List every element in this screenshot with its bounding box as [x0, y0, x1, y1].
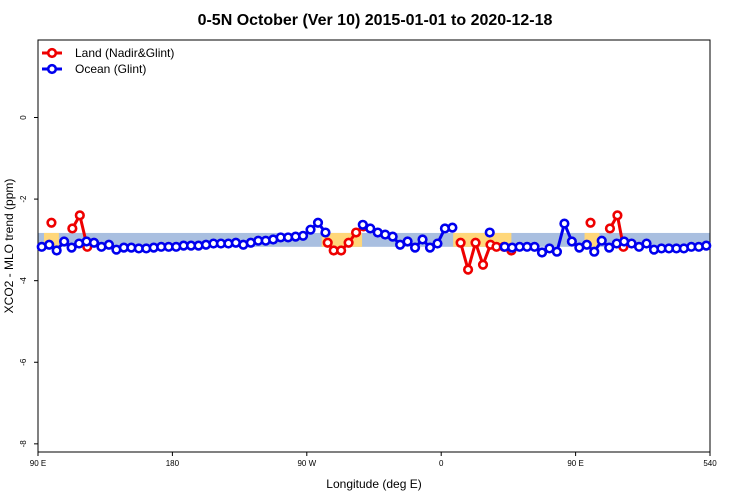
data-point: [51, 245, 62, 256]
data-point: [343, 237, 354, 248]
data-point: [581, 239, 592, 250]
x-tick-label: 90 E: [567, 459, 583, 468]
data-point: [409, 242, 421, 253]
data-point: [67, 223, 78, 234]
data-point: [312, 217, 324, 228]
data-point: [484, 227, 495, 238]
y-tick-label: -2: [19, 195, 28, 203]
data-point: [604, 223, 616, 234]
data-point: [59, 236, 70, 247]
data-point: [596, 235, 607, 246]
data-point: [305, 224, 316, 235]
data-point: [604, 242, 615, 253]
legend-marker: [46, 47, 58, 59]
data-point: [462, 264, 474, 275]
data-point: [402, 236, 413, 247]
data-point: [103, 239, 115, 250]
data-point: [701, 240, 712, 251]
data-point: [477, 259, 489, 270]
data-point: [66, 242, 77, 253]
data-point: [88, 237, 100, 248]
data-point: [447, 222, 458, 233]
data-point: [336, 245, 347, 256]
data-point: [612, 210, 623, 221]
y-tick-label: -4: [19, 277, 28, 285]
data-point: [551, 246, 563, 257]
y-axis-label: XCO2 - MLO trend (ppm): [2, 179, 16, 314]
x-tick-label: 540: [703, 459, 717, 468]
x-axis-label: Longitude (deg E): [326, 477, 421, 491]
data-point: [424, 242, 436, 253]
data-point: [536, 247, 548, 258]
data-point: [320, 227, 331, 238]
data-point: [350, 227, 362, 238]
data-point: [357, 219, 368, 230]
x-tick-label: 0: [439, 459, 444, 468]
data-point: [365, 223, 376, 234]
data-point: [455, 237, 466, 248]
y-tick-label: -6: [19, 358, 28, 366]
data-point: [74, 210, 85, 221]
data-point: [432, 238, 443, 249]
y-tick-label: 0: [19, 115, 28, 120]
data-point: [46, 217, 57, 228]
x-tick-label: 90 E: [30, 459, 46, 468]
legend-label: Land (Nadir&Glint): [75, 46, 174, 60]
data-point: [566, 236, 577, 247]
legend-marker: [46, 63, 58, 75]
data-point: [641, 238, 652, 249]
x-tick-label: 180: [166, 459, 180, 468]
y-tick-label: -8: [19, 440, 28, 448]
data-point: [585, 217, 596, 228]
data-point: [529, 241, 540, 252]
chart-title: 0-5N October (Ver 10) 2015-01-01 to 2020…: [198, 12, 553, 29]
data-point: [387, 231, 398, 242]
data-point: [417, 234, 428, 245]
x-tick-label: 90 W: [297, 459, 316, 468]
data-point: [44, 239, 55, 250]
data-point: [589, 246, 600, 257]
legend-label: Ocean (Glint): [75, 62, 146, 76]
data-point: [470, 237, 481, 248]
data-point: [297, 230, 309, 241]
data-point: [322, 237, 333, 248]
data-point: [559, 218, 570, 229]
